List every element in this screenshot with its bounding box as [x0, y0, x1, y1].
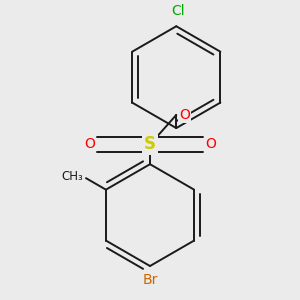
- Text: O: O: [205, 137, 216, 152]
- Text: Cl: Cl: [171, 4, 185, 18]
- Text: S: S: [144, 136, 156, 154]
- Text: O: O: [179, 108, 190, 122]
- Text: Br: Br: [142, 273, 158, 286]
- Text: O: O: [84, 137, 95, 152]
- Text: CH₃: CH₃: [61, 170, 83, 183]
